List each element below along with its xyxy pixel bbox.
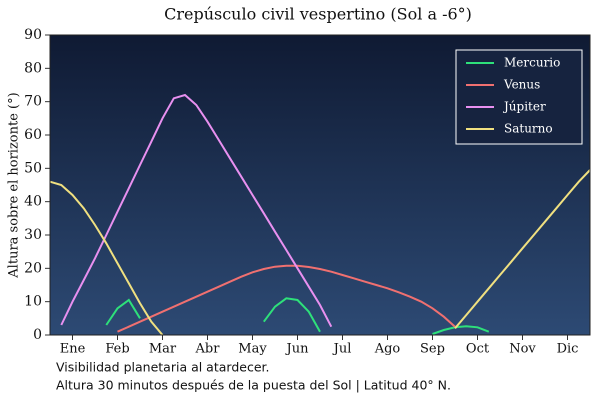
y-tick-label: 20: [24, 260, 42, 276]
y-tick-label: 50: [24, 160, 42, 176]
legend-label: Venus: [503, 78, 540, 92]
y-tick-label: 70: [24, 94, 42, 110]
x-tick-label: Ene: [60, 342, 86, 357]
y-tick-label: 40: [24, 194, 42, 210]
y-tick-label: 30: [24, 227, 42, 243]
series-line: [117, 264, 456, 333]
x-tick-label: Abr: [195, 342, 221, 357]
legend-label: Saturno: [504, 122, 553, 136]
x-tick-label: Jun: [285, 342, 310, 357]
x-tick-label: Feb: [105, 342, 129, 357]
y-tick-label: 80: [24, 60, 42, 76]
x-tick-label: Mar: [149, 342, 177, 357]
y-tick-label: 90: [24, 27, 42, 43]
x-tick-label: Jul: [332, 342, 352, 357]
x-tick-label: Sep: [420, 342, 445, 357]
legend-label: Júpiter: [502, 100, 546, 114]
series-line: [60, 93, 333, 328]
series-line: [105, 297, 490, 335]
x-tick-label: Nov: [509, 342, 536, 357]
plot-frame: [49, 34, 591, 336]
x-tick-label: Dic: [557, 342, 579, 357]
y-tick-label: 0: [33, 327, 42, 343]
note: Altura 30 minutos después de la puesta d…: [56, 378, 451, 393]
note: Visibilidad planetaria al atardecer.: [56, 360, 269, 375]
y-tick-label: 10: [24, 294, 42, 310]
y-tick-label: 60: [24, 127, 42, 143]
chart-title: Crepúsculo civil vespertino (Sol a -6°): [164, 5, 472, 24]
y-axis-label: Altura sobre el horizonte (°): [7, 92, 22, 278]
legend: Mercurio Venus Júpiter Saturno: [455, 49, 583, 145]
x-tick-label: Ago: [374, 342, 401, 357]
x-tick-label: Oct: [466, 342, 490, 357]
series-line: [49, 169, 591, 336]
legend-label: Mercurio: [504, 56, 560, 70]
legend-box: [455, 49, 583, 145]
x-tick-label: May: [238, 342, 267, 357]
